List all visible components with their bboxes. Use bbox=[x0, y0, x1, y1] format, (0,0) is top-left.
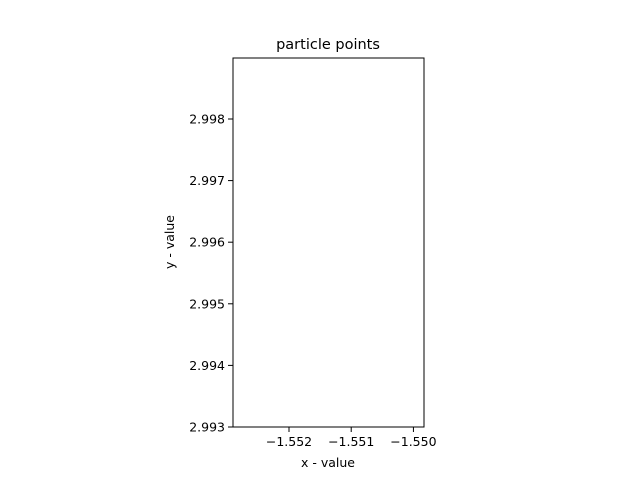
x-tick-label: −1.552 bbox=[266, 434, 312, 449]
chart-title: particle points bbox=[276, 37, 380, 53]
y-tick-label: 2.994 bbox=[189, 358, 225, 373]
x-axis-ticks: −1.552 −1.551 −1.550 bbox=[266, 427, 437, 449]
y-tick-label: 2.997 bbox=[189, 173, 225, 188]
x-tick-label: −1.551 bbox=[328, 434, 374, 449]
y-tick-label: 2.993 bbox=[189, 420, 225, 435]
y-tick-label: 2.996 bbox=[189, 235, 225, 250]
x-tick-label: −1.550 bbox=[390, 434, 436, 449]
plot-area: −1.552 −1.551 −1.550 2.9932.9942.9952.9962… bbox=[189, 57, 437, 449]
y-tick-label: 2.998 bbox=[189, 111, 225, 126]
y-tick-label: 2.995 bbox=[189, 296, 225, 311]
x-axis-label: x - value bbox=[301, 455, 355, 470]
y-axis-ticks: 2.993 2.994 2.995 2.996 2.997 2.998 bbox=[189, 111, 233, 435]
y-axis-label: y - value bbox=[162, 215, 177, 269]
plot-frame bbox=[232, 57, 425, 428]
